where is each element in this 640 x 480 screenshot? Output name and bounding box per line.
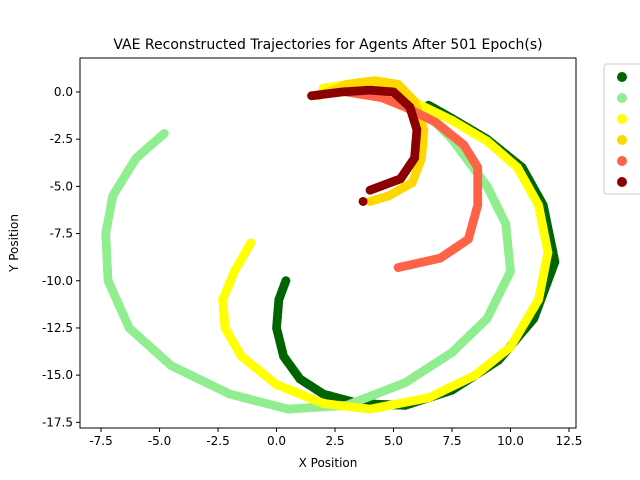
legend-marker-4: [617, 135, 627, 145]
x-tick-label: 2.5: [325, 434, 344, 448]
legend-marker-1: [617, 72, 627, 82]
data-points: [101, 76, 560, 414]
x-tick-label: 7.5: [442, 434, 461, 448]
y-tick-label: -5.0: [50, 179, 73, 193]
legend: [603, 63, 640, 195]
trajectory-point: [358, 196, 368, 206]
x-tick-label: 12.5: [556, 434, 583, 448]
y-tick-label: -2.5: [50, 132, 73, 146]
series-5: [342, 87, 483, 273]
x-axis: -7.5 -5.0 -2.5 0.0 2.5 5.0 7.5 10.0 12.5: [89, 428, 582, 448]
y-tick-label: -7.5: [50, 227, 73, 241]
legend-marker-3: [617, 114, 627, 124]
trajectory-point: [365, 196, 375, 206]
chart-title: VAE Reconstructed Trajectories for Agent…: [113, 37, 542, 53]
x-tick-label: -5.0: [148, 434, 171, 448]
legend-marker-2: [617, 93, 627, 103]
y-axis: 0.0 -2.5 -5.0 -7.5 -10.0 -12.5 -15.0 -17.5: [42, 85, 80, 429]
x-tick-label: -7.5: [89, 434, 112, 448]
y-axis-label: Y Position: [7, 214, 21, 273]
y-tick-label: -17.5: [42, 415, 73, 429]
legend-marker-6: [617, 177, 627, 187]
plot-frame: [79, 57, 577, 429]
x-tick-label: 10.0: [497, 434, 524, 448]
series-2: [101, 115, 515, 414]
y-tick-label: 0.0: [54, 85, 73, 99]
legend-markers: [617, 72, 627, 187]
x-tick-label: 0.0: [267, 434, 286, 448]
y-tick-label: -12.5: [42, 321, 73, 335]
x-tick-label: 5.0: [384, 434, 403, 448]
legend-marker-5: [617, 156, 627, 166]
x-axis-label: X Position: [299, 456, 358, 470]
legend-frame: [603, 63, 640, 195]
trajectory-point: [365, 185, 375, 195]
series-6: [307, 85, 422, 206]
trajectory-point: [393, 263, 403, 273]
series-3: [218, 78, 553, 414]
y-tick-label: -15.0: [42, 368, 73, 382]
y-tick-label: -10.0: [42, 274, 73, 288]
x-tick-label: -2.5: [206, 434, 229, 448]
